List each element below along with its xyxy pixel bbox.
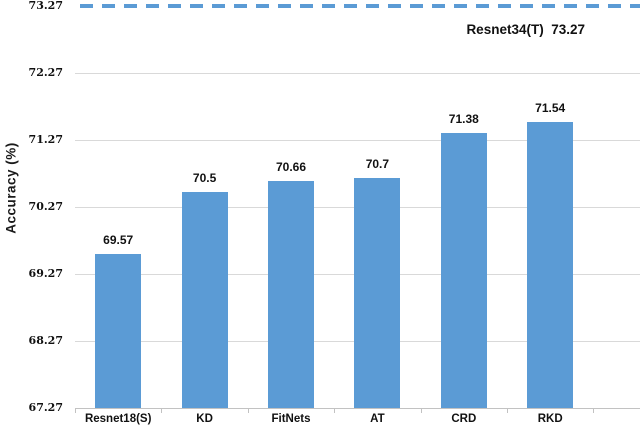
bar-value-label: 70.7: [365, 157, 390, 172]
x-axis-category-label: CRD: [451, 413, 477, 425]
gridline: [75, 73, 640, 74]
y-axis-label: Accuracy (%): [3, 142, 19, 234]
axis-tick: [161, 409, 163, 413]
axis-tick: [507, 409, 508, 413]
y-tick-label: 71.27: [28, 133, 63, 146]
bar-at: [354, 178, 401, 408]
axis-tick: [420, 409, 422, 413]
bar-rkd: [527, 121, 574, 408]
x-axis-line: [75, 408, 640, 409]
y-tick-label: 72.27: [28, 66, 63, 79]
axis-tick: [593, 409, 595, 413]
y-tick-label: 69.27: [28, 267, 63, 280]
bar-value-label: 70.5: [192, 170, 217, 185]
bar-value-label: 71.54: [535, 100, 566, 115]
axis-tick: [75, 409, 76, 413]
y-tick-label: 73.27: [28, 0, 63, 12]
x-axis-category-label: AT: [370, 413, 385, 425]
bar-kd: [181, 191, 228, 408]
y-tick-label: 67.27: [28, 401, 63, 414]
y-tick-label: 68.27: [28, 334, 63, 347]
axis-tick: [334, 409, 336, 413]
x-axis-category-label: KD: [196, 413, 213, 425]
x-axis-category-label: FitNets: [271, 413, 311, 425]
teacher-reference-line: [80, 4, 640, 8]
x-axis-category-label: Resnet18(S): [84, 413, 152, 425]
x-axis-category-label: RKD: [537, 413, 563, 425]
gridline: [75, 140, 640, 141]
teacher-label: Resnet34(T) 73.27: [466, 22, 585, 37]
bar-value-label: 69.57: [103, 232, 134, 247]
bar-value-label: 70.66: [275, 159, 307, 174]
bar-fitnets: [268, 180, 314, 408]
bar-crd: [440, 132, 487, 408]
bar-resnet18-s-: [95, 253, 142, 408]
axis-tick: [247, 409, 249, 413]
y-tick-label: 70.27: [28, 200, 63, 213]
bar-value-label: 71.38: [448, 111, 479, 126]
